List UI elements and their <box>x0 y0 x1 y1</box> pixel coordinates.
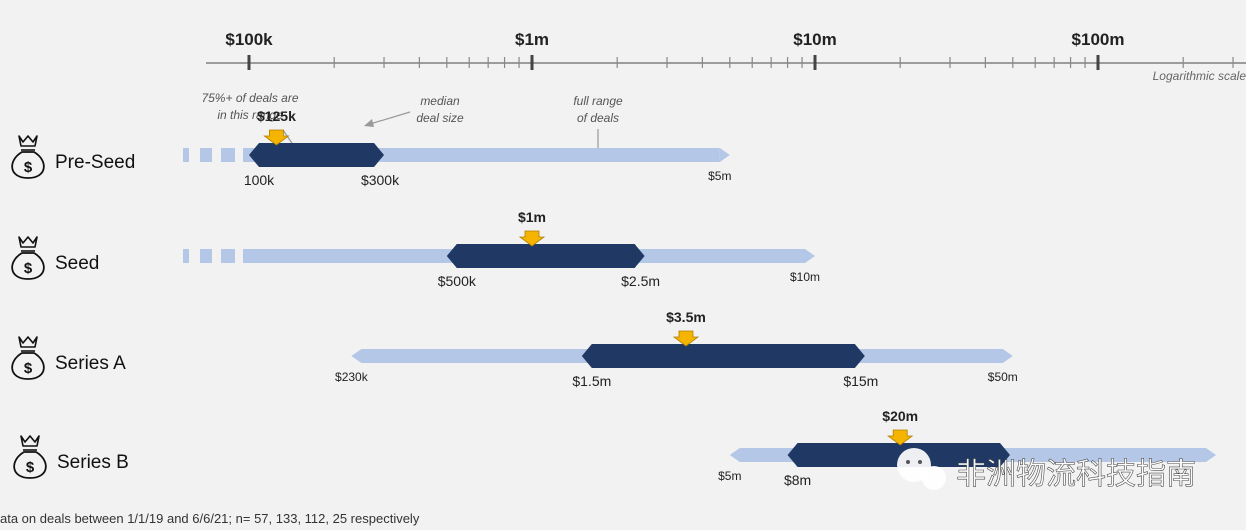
bag-body-shape <box>13 451 47 479</box>
core-range-bar <box>581 344 865 368</box>
bag-crown-shape <box>20 435 40 447</box>
stage-row: $ Pre-Seed $125k 100k $300k $5m <box>11 108 731 188</box>
median-note-arrow <box>369 111 411 125</box>
full-range-dash <box>183 148 189 162</box>
bag-symbol-glyph: $ <box>24 360 33 377</box>
watermark-bubble-large <box>897 448 931 482</box>
log-axis: $100k $1m $10m $100m Logarithmic scale <box>206 30 1246 83</box>
full-range-note-line1: full range <box>573 94 623 108</box>
footnote: ata on deals between 1/1/19 and 6/6/21; … <box>0 511 420 526</box>
stage-row: $ Series B $20m $8m $5m <box>13 408 1216 488</box>
median-marker <box>518 230 546 247</box>
bag-symbol-glyph: $ <box>26 459 35 476</box>
median-label: $20m <box>882 408 918 424</box>
bag-body-shape <box>11 252 45 280</box>
core-range-bar <box>446 244 645 268</box>
axis-tick-label: $100m <box>1072 30 1125 49</box>
median-marker <box>263 129 290 146</box>
money-bag-icon: $ <box>11 336 45 380</box>
watermark: 非洲物流科技指南 <box>897 448 1196 491</box>
core-range-bar <box>249 143 385 167</box>
median-note-line1: median <box>420 94 460 108</box>
full-max-label: $10m <box>790 270 820 284</box>
core-max-label: $2.5m <box>621 273 660 289</box>
core-range-note-line2: in this range <box>217 108 283 122</box>
axis-tick-label: $10m <box>793 30 836 49</box>
full-min-label: $5m <box>718 469 741 483</box>
full-range-bar-tip <box>719 148 730 162</box>
full-range-note-line2: of deals <box>577 111 619 125</box>
stage-name: Series A <box>55 353 126 374</box>
core-max-label: $300k <box>361 172 400 188</box>
stage-row: $ Seed $1m $500k $2.5m $10m <box>11 209 820 289</box>
full-range-dash <box>200 148 212 162</box>
full-range-dash <box>221 148 235 162</box>
full-range-dash <box>221 249 235 263</box>
axis-tick-label: $1m <box>515 30 549 49</box>
core-range-bar <box>787 443 1010 467</box>
money-bag-icon: $ <box>11 135 45 179</box>
median-note-line2: deal size <box>416 111 464 125</box>
median-marker <box>886 429 914 446</box>
bag-body-shape <box>11 151 45 179</box>
median-label: $1m <box>518 209 546 225</box>
bag-body-shape <box>11 352 45 380</box>
full-min-label: $230k <box>335 370 369 384</box>
money-bag-icon: $ <box>13 435 47 479</box>
watermark-eye <box>918 460 922 464</box>
bag-crown-shape <box>18 135 38 147</box>
median-marker <box>672 330 700 347</box>
core-min-label: $1.5m <box>572 373 611 389</box>
median-note-arrowhead <box>364 119 374 127</box>
money-bag-icon: $ <box>11 236 45 280</box>
core-min-label: 100k <box>244 172 275 188</box>
watermark-eye <box>906 460 910 464</box>
bag-symbol-glyph: $ <box>24 159 33 176</box>
axis-tick-label: $100k <box>225 30 273 49</box>
scale-note: Logarithmic scale <box>1153 69 1246 83</box>
full-range-dash <box>200 249 212 263</box>
watermark-bubble-small <box>922 466 946 490</box>
bag-symbol-glyph: $ <box>24 260 33 277</box>
core-range-note-line1: 75%+ of deals are <box>201 91 298 105</box>
stage-name: Series B <box>57 452 129 473</box>
core-min-label: $8m <box>784 472 811 488</box>
bag-crown-shape <box>18 236 38 248</box>
watermark-text: 非洲物流科技指南 <box>956 458 1196 491</box>
core-min-label: $500k <box>438 273 477 289</box>
full-range-bar-tip <box>805 249 815 263</box>
bag-crown-shape <box>18 336 38 348</box>
stage-row: $ Series A $3.5m $1.5m $15m $230k $50m <box>11 309 1018 389</box>
full-max-label: $50m <box>988 370 1018 384</box>
full-max-label: $5m <box>708 169 731 183</box>
stage-name: Pre-Seed <box>55 152 135 173</box>
core-max-label: $15m <box>843 373 878 389</box>
median-label: $3.5m <box>666 309 706 325</box>
stage-name: Seed <box>55 253 99 274</box>
full-range-dash <box>183 249 189 263</box>
median-label: $125k <box>257 108 296 124</box>
